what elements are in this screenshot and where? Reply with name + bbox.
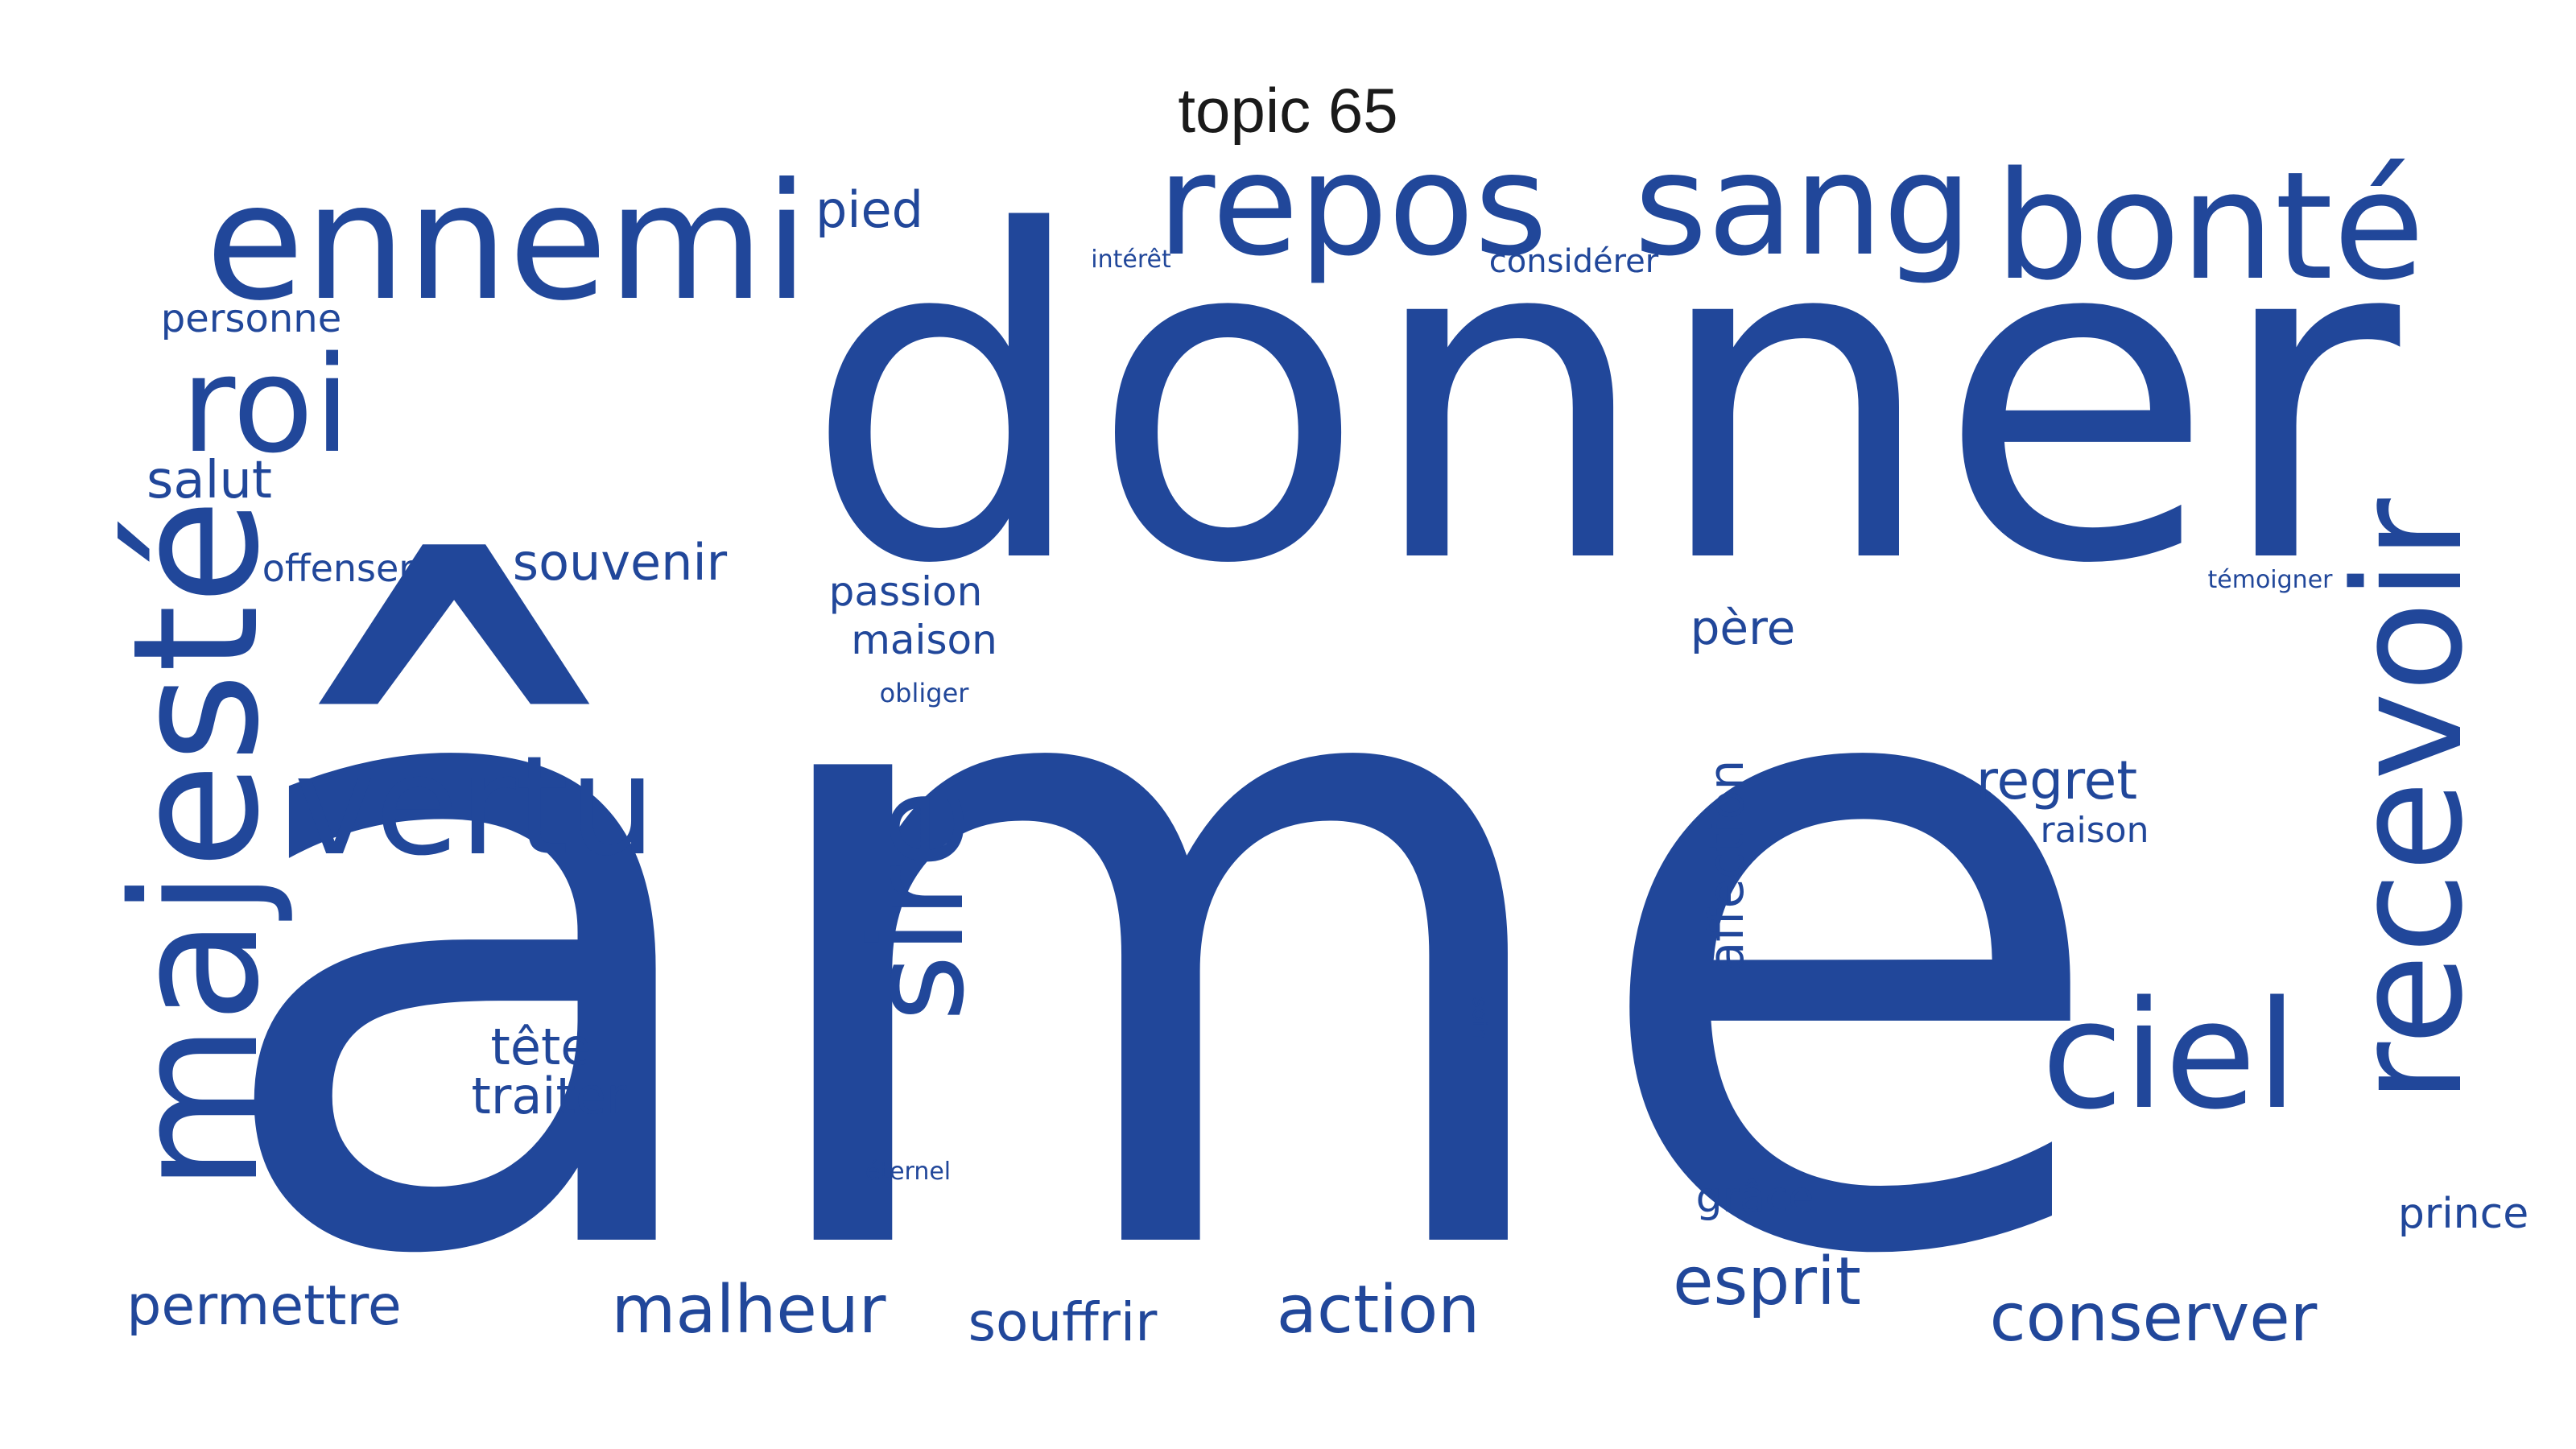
word-permettre: permettre: [126, 1274, 401, 1338]
cloud-title: topic 65: [1178, 75, 1398, 146]
word-raison: raison: [2040, 810, 2149, 851]
word-grace: grâce: [1696, 1174, 1814, 1222]
word-vertu: vertu: [294, 727, 656, 886]
word-traiter: traiter: [472, 1067, 627, 1125]
word-affection: affection: [1699, 760, 1755, 972]
word-repos: repos: [1157, 124, 1547, 287]
word-esprit: esprit: [1673, 1244, 1861, 1320]
word-maison: maison: [851, 617, 997, 663]
word-ennemi: ennemi: [205, 149, 809, 336]
word-recevoir: recevoir: [2322, 497, 2496, 1103]
word-sire: sire: [842, 790, 993, 1022]
word-ame: âme: [202, 433, 2116, 1445]
word-offenser: offenser: [262, 547, 415, 590]
word-interet: intérêt: [1091, 246, 1171, 274]
word-sang: sang: [1634, 124, 1972, 287]
word-considerer: considérer: [1489, 243, 1659, 280]
word-majeste: majesté: [95, 498, 297, 1192]
word-passion: passion: [829, 568, 983, 615]
word-souvenir: souvenir: [513, 533, 728, 592]
word-pied: pied: [815, 180, 923, 239]
word-temoigner: témoigner: [2208, 566, 2334, 594]
word-salut: salut: [147, 451, 272, 510]
word-conserver: conserver: [1990, 1280, 2318, 1356]
word-souffrir: souffrir: [968, 1291, 1158, 1353]
word-pere: père: [1690, 601, 1796, 655]
word-donner: donner: [804, 138, 2405, 663]
word-regret: regret: [1976, 749, 2137, 811]
word-tete: tête: [491, 1018, 592, 1076]
word-obliger: obliger: [880, 678, 970, 708]
word-roi: roi: [180, 328, 350, 482]
word-action: action: [1277, 1272, 1480, 1348]
word-bonte: bonté: [1995, 139, 2425, 313]
word-eternel: éternel: [865, 1158, 951, 1186]
word-personne: personne: [161, 296, 341, 341]
word-ciel: ciel: [2041, 968, 2297, 1142]
word-prince: prince: [2398, 1190, 2529, 1238]
word-soin: soin: [1468, 997, 1492, 1039]
word-malheur: malheur: [611, 1272, 886, 1348]
